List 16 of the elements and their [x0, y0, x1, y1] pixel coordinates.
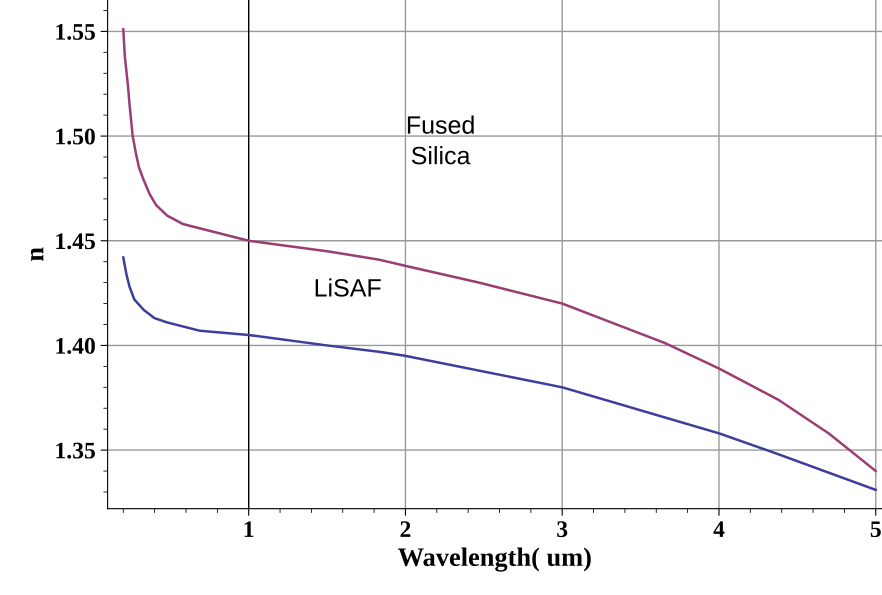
x-tick-label: 1	[244, 521, 254, 537]
line-series	[122, 256, 877, 492]
annotation: LiSAF	[316, 278, 381, 297]
line-series	[122, 28, 877, 472]
x-tick-label: 3	[557, 521, 568, 538]
x-tick-label: 2	[400, 521, 410, 537]
y-axis-title: n	[30, 247, 44, 261]
y-tick-label: 1.35	[56, 442, 95, 459]
y-tick-label: 1.50	[56, 128, 95, 145]
y-tick-label: 1.55	[56, 24, 95, 40]
annotation: Fused Silica	[408, 116, 474, 164]
x-tick-label: 5	[870, 521, 881, 538]
y-tick-label: 1.45	[56, 233, 95, 250]
x-axis-title: Wavelength( um)	[398, 548, 591, 572]
y-tick-label: 1.40	[56, 338, 95, 354]
x-tick-label: 4	[713, 521, 724, 537]
